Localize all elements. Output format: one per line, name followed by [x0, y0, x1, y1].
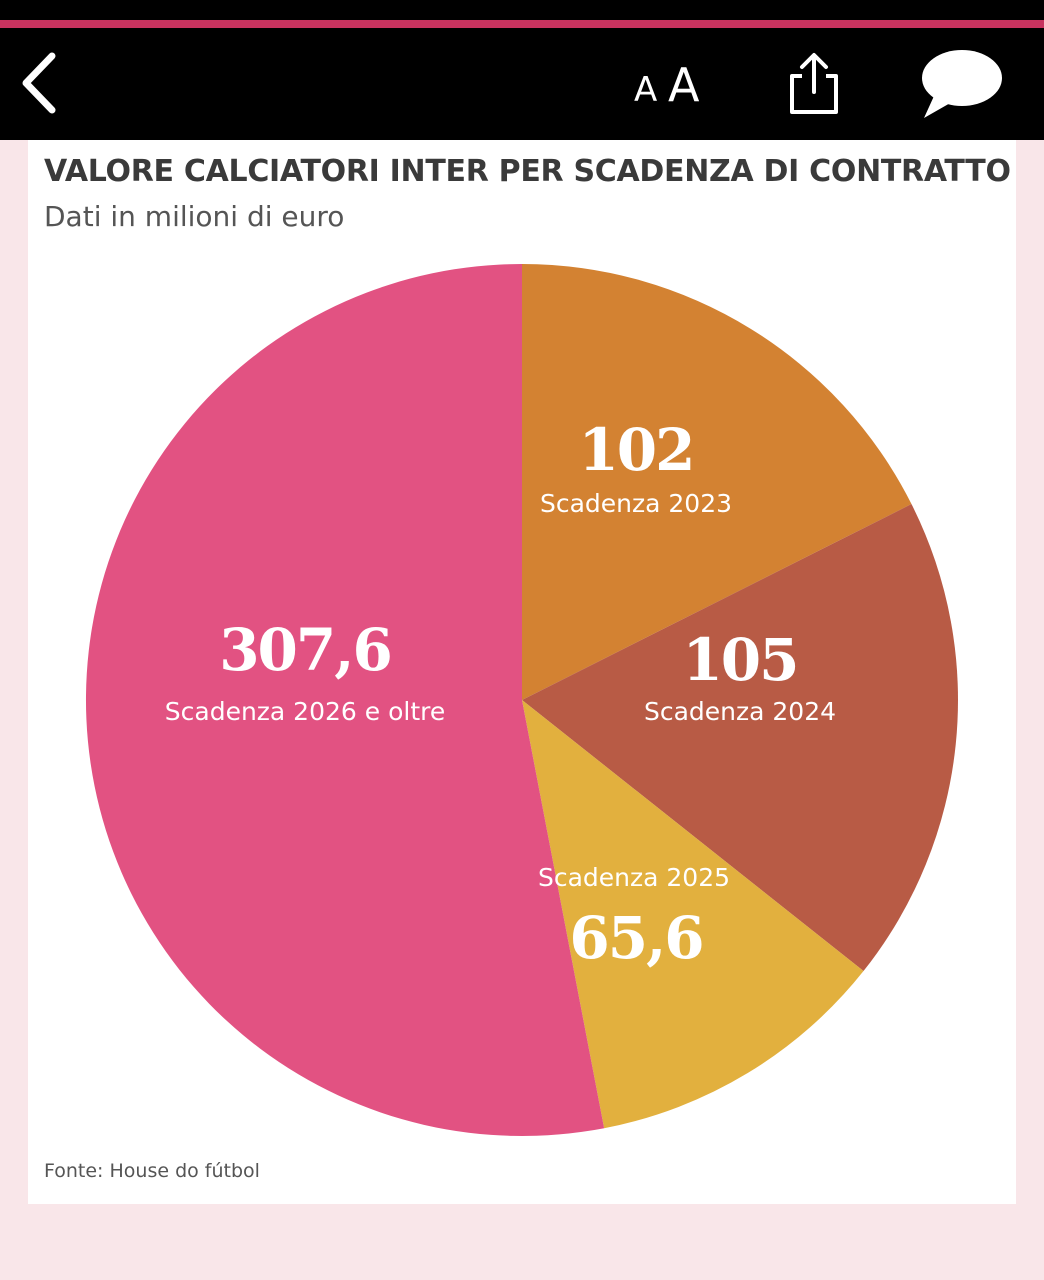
share-icon[interactable]	[782, 50, 846, 116]
speech-bubble-icon[interactable]	[916, 48, 1006, 122]
chart-subtitle: Dati in milioni di euro	[44, 200, 345, 233]
chart-source: Fonte: House do fútbol	[44, 1160, 260, 1182]
pie-slice-scadenza-2023	[522, 264, 912, 700]
slice-value-label: 307,6	[219, 616, 391, 684]
pie-slice-scadenza-2024	[522, 504, 958, 972]
chart-card: VALORE CALCIATORI INTER PER SCADENZA DI …	[28, 140, 1016, 1204]
slice-category-label: Scadenza 2024	[644, 697, 836, 726]
text-size-large-glyph: A	[668, 58, 700, 112]
slice-value-label: 105	[682, 626, 797, 694]
slice-value-label: 65,6	[569, 904, 702, 972]
text-size-icon[interactable]: A A	[632, 52, 712, 112]
slice-category-label: Scadenza 2025	[538, 863, 730, 892]
reader-toolbar: A A	[0, 28, 1044, 140]
pie-chart: 102 Scadenza 2023 105 Scadenza 2024 65,6 Scad…	[85, 264, 958, 1136]
slice-category-label: Scadenza 2026 e oltre	[165, 697, 445, 726]
slice-category-label: Scadenza 2023	[540, 489, 732, 518]
accent-line	[0, 20, 1044, 28]
status-bar	[0, 0, 1044, 20]
pie-slice-scadenza-2025	[522, 700, 864, 1129]
chevron-left-icon[interactable]	[18, 50, 64, 116]
slice-value-label: 102	[578, 416, 693, 484]
chart-title: VALORE CALCIATORI INTER PER SCADENZA DI …	[44, 154, 1011, 189]
pie-slice-scadenza-2026-e-oltre	[85, 264, 605, 1136]
text-size-small-glyph: A	[634, 70, 658, 110]
